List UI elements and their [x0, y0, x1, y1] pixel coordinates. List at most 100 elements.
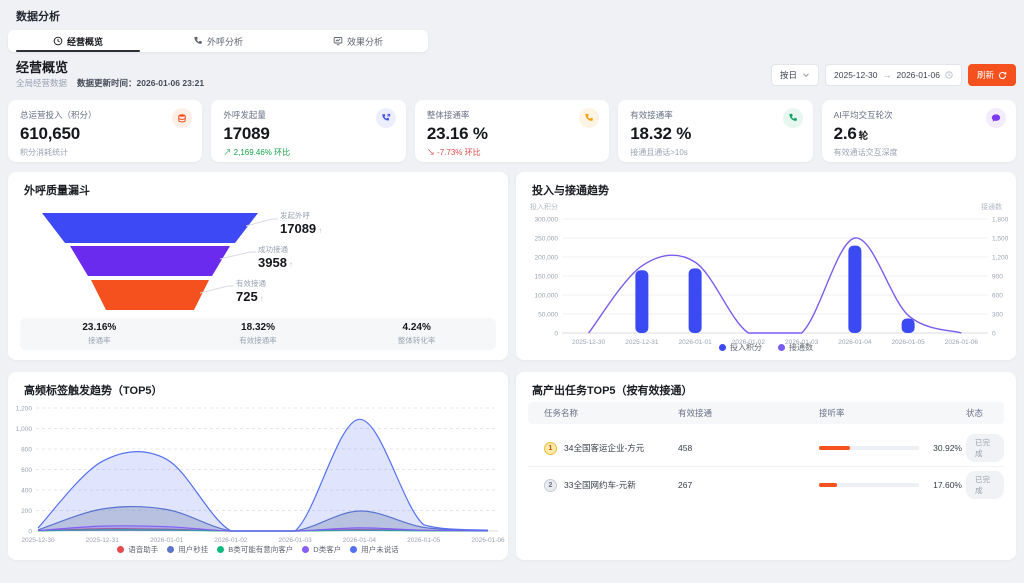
- kpi-title: 整体接通率: [426, 110, 470, 120]
- monitor-icon: [333, 36, 343, 46]
- legend-label: 用户未说话: [361, 545, 399, 554]
- legend-item[interactable]: 语音助手: [117, 544, 158, 555]
- legend-dot: [302, 546, 310, 553]
- toolbar: 按日 2025-12-30 → 2026-01-06 刷新: [771, 64, 1016, 86]
- svg-text:2026-01-04: 2026-01-04: [343, 537, 377, 544]
- svg-text:0: 0: [28, 529, 32, 536]
- kpi-card-2: 外呼发起量 17089 ↗ 2,169.46% 环比: [211, 100, 406, 162]
- phone-icon: [193, 36, 203, 46]
- legend-label: B类可能有意向客户: [228, 545, 294, 554]
- coins-icon: [172, 108, 193, 128]
- svg-text:800: 800: [21, 447, 32, 454]
- date-end: 2026-01-06: [896, 70, 940, 80]
- stage-name: 发起外呼: [280, 211, 310, 220]
- legend-item[interactable]: D类客户: [302, 544, 341, 555]
- svg-text:0: 0: [992, 331, 996, 338]
- legend-label: 投入积分: [730, 343, 762, 352]
- rate-progress-track: [819, 446, 919, 450]
- update-time: 数据更新时间：2026-01-06 23:21: [77, 78, 205, 88]
- tags-title: 高频标签触发趋势（TOP5）: [24, 385, 163, 397]
- stage-name: 有效接通: [236, 279, 266, 288]
- stage-value: 3958 ↑: [258, 255, 293, 270]
- svg-text:2025-12-31: 2025-12-31: [86, 537, 120, 544]
- table-title: 高产出任务TOP5（按有效接通）: [532, 385, 693, 397]
- table-row[interactable]: 1 34全国客运企业-方元 458 30.92% 已完成: [528, 430, 1004, 467]
- legend-label: 接通数: [789, 343, 813, 352]
- medal-rank-1-icon: 1: [544, 441, 557, 455]
- right-axis-name: 接通数: [981, 204, 1002, 211]
- legend-item[interactable]: B类可能有意向客户: [217, 544, 293, 555]
- kpi-row: 总运营投入（积分） 610,650 积分消耗统计 外呼发起量 17089 ↗ 2,169.…: [8, 100, 1017, 162]
- legend-item[interactable]: 投入积分: [719, 342, 762, 353]
- legend-dot: [117, 546, 125, 553]
- legend-item[interactable]: 用户秒挂: [167, 544, 208, 555]
- rate-progress-fill: [819, 446, 850, 450]
- kpi-value: 23.16 %: [426, 124, 488, 143]
- kpi-value: 610,650: [20, 124, 81, 143]
- tab-label: 经营概览: [66, 36, 103, 47]
- phone-icon: [782, 108, 803, 128]
- svg-text:2026-01-06: 2026-01-06: [945, 339, 979, 346]
- svg-text:600: 600: [21, 467, 32, 474]
- date-range-picker[interactable]: 2025-12-30 → 2026-01-06: [825, 64, 962, 86]
- svg-text:2026-01-04: 2026-01-04: [838, 339, 872, 346]
- task-name-cell: 2 33全国网约车-元新: [528, 478, 674, 492]
- kpi-value: 17089: [223, 124, 270, 143]
- refresh-label: 刷新: [976, 70, 994, 80]
- kpi-card-3: 整体接通率 23.16 % ↘ -7.73% 环比: [414, 100, 610, 162]
- table-row[interactable]: 2 33全国网约车-元新 267 17.60% 已完成: [528, 467, 1004, 503]
- clock-icon: [945, 71, 953, 79]
- arrow-up-icon: ↑: [259, 294, 264, 303]
- legend-item[interactable]: 接通数: [778, 342, 813, 353]
- svg-text:1,500: 1,500: [992, 236, 1009, 243]
- chat-icon: [986, 108, 1007, 128]
- arrow-right-icon: →: [882, 70, 892, 80]
- kpi-subtitle: 积分消耗统计: [20, 148, 68, 157]
- svg-text:900: 900: [992, 274, 1003, 281]
- svg-text:2025-12-31: 2025-12-31: [625, 339, 659, 346]
- funnel-stat-2: 18.32% 有效接通率: [179, 318, 338, 350]
- tab-2[interactable]: 外呼分析: [148, 30, 288, 52]
- tab-1[interactable]: 经营概览: [8, 30, 148, 52]
- legend-item[interactable]: 用户未说话: [350, 544, 399, 555]
- tags-card: 高频标签触发趋势（TOP5） 0 200 400 600 800 1,000 1,200 20…: [8, 372, 508, 560]
- legend-label: 用户秒挂: [178, 545, 209, 554]
- kpi-value: 2.6 轮: [833, 124, 869, 143]
- table-header: 任务名称 有效接通 接听率 状态: [528, 402, 1004, 424]
- funnel-stat-value: 23.16%: [82, 322, 117, 333]
- legend-dot: [778, 344, 785, 351]
- svg-text:150,000: 150,000: [535, 274, 559, 281]
- refresh-button[interactable]: 刷新: [967, 64, 1016, 86]
- svg-text:200,000: 200,000: [535, 255, 559, 262]
- task-table-card: 高产出任务TOP5（按有效接通） 任务名称 有效接通 接听率 状态 1 34全国客运企业…: [516, 372, 1016, 560]
- legend-label: 语音助手: [128, 545, 159, 554]
- svg-text:400: 400: [21, 488, 32, 495]
- kpi-subtitle: ↘ -7.73% 环比: [426, 148, 481, 157]
- status-cell: 已完成: [962, 471, 1004, 499]
- kpi-title: 外呼发起量: [223, 110, 266, 120]
- svg-text:2026-01-03: 2026-01-03: [785, 339, 819, 346]
- trend-up-icon: ↗: [223, 148, 234, 157]
- left-axis-name: 投入积分: [530, 204, 558, 211]
- section-subtitle: 全局经营数据 数据更新时间：2026-01-06 23:21: [16, 77, 204, 89]
- kpi-subtitle: 接通且通话>10s: [630, 148, 688, 157]
- arrow-up-icon: ↑: [318, 226, 323, 235]
- area-legend: 语音助手 用户秒挂 B类可能有意向客户 D类客户 用户未说话: [8, 544, 508, 555]
- trend-down-icon: ↘: [426, 148, 438, 157]
- svg-text:2026-01-03: 2026-01-03: [279, 537, 313, 544]
- granularity-select[interactable]: 按日: [771, 64, 820, 86]
- svg-text:250,000: 250,000: [535, 236, 559, 243]
- funnel-stage-label-2: 成功接通 3958 ↑: [258, 245, 293, 271]
- funnel-chart: [42, 213, 278, 310]
- funnel-stat-label: 接通率: [88, 336, 111, 345]
- granularity-value: 按日: [780, 70, 798, 80]
- svg-text:50,000: 50,000: [538, 312, 558, 319]
- rate-label: 30.92%: [933, 443, 962, 453]
- scope-label: 全局经营数据: [16, 78, 68, 88]
- trend-card: 投入与接通趋势 投入积分 接通数 0 0 50,000 300 100,000 600 15…: [516, 172, 1016, 360]
- section-title: 经营概览: [16, 60, 69, 75]
- tab-3[interactable]: 效果分析: [288, 30, 428, 52]
- kpi-card-1: 总运营投入（积分） 610,650 积分消耗统计: [8, 100, 203, 162]
- svg-text:300: 300: [992, 312, 1003, 319]
- stage-value: 725 ↑: [236, 289, 264, 304]
